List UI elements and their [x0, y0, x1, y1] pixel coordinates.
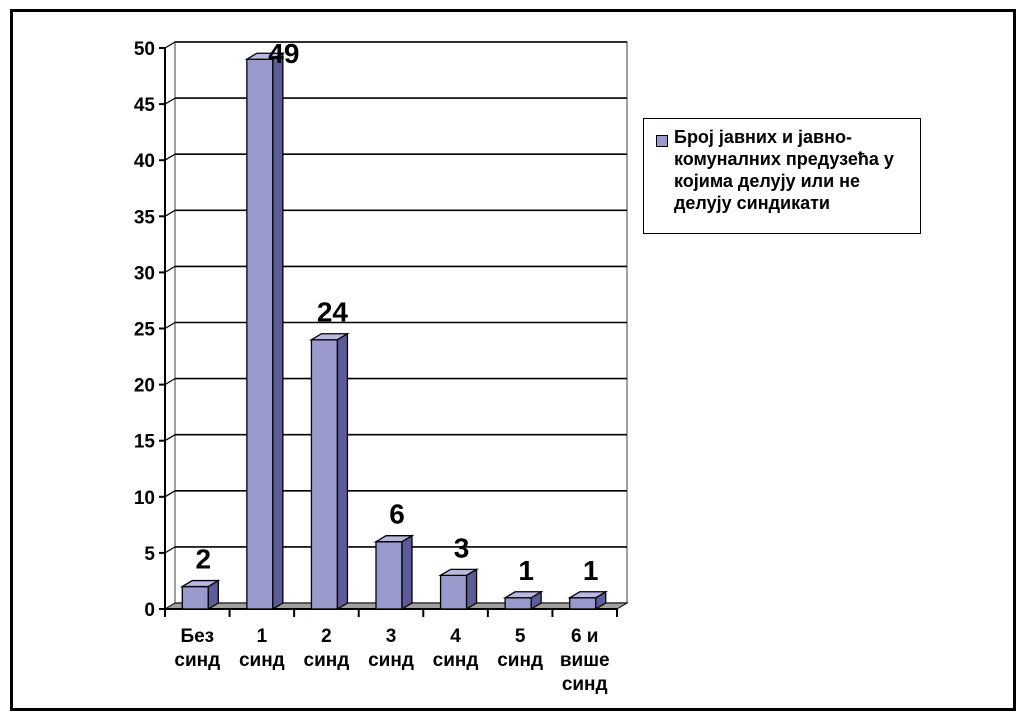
x-tick-label: 2 — [321, 626, 332, 647]
data-label: 24 — [317, 297, 349, 328]
x-tick-label: 1 — [257, 626, 268, 647]
bar-top — [309, 333, 350, 341]
gridline-side — [164, 41, 176, 49]
bar — [181, 585, 209, 610]
gridline-side — [164, 434, 176, 442]
y-tick-label: 5 — [144, 544, 155, 565]
bar-top — [179, 579, 221, 588]
y-tick-label: 20 — [134, 376, 155, 397]
x-tick-label: 4 — [450, 626, 461, 647]
legend-label: Број јавних и јавно- комуналних предузећ… — [674, 126, 918, 214]
legend-swatch — [656, 135, 668, 147]
y-tick-label: 40 — [134, 151, 155, 172]
data-label: 6 — [389, 499, 405, 530]
gridline-side — [164, 265, 176, 273]
gridline-side — [164, 546, 176, 554]
x-tick-label: 6 и — [571, 626, 599, 647]
x-tick-label: синд — [497, 650, 543, 671]
bar-top — [244, 52, 286, 60]
y-tick-label: 35 — [134, 207, 156, 228]
bar — [375, 541, 403, 610]
gridline-side — [164, 490, 176, 498]
x-tick-label: синд — [304, 650, 350, 671]
x-tick-label: синд — [433, 650, 479, 671]
bar — [569, 597, 597, 610]
y-tick-label: 0 — [144, 600, 155, 621]
legend-line: Број јавних и јавно- — [674, 127, 852, 147]
y-tick-label: 45 — [134, 95, 156, 116]
y-tick-label: 50 — [134, 39, 155, 60]
data-label: 1 — [583, 555, 599, 586]
legend-line: којима делују или не — [674, 171, 861, 191]
bar-top — [373, 535, 415, 543]
x-tick-label: синд — [562, 674, 608, 695]
y-tick-label: 10 — [134, 488, 155, 509]
x-tick-label: 5 — [515, 626, 526, 647]
x-tick-label: више — [560, 650, 610, 671]
bar — [246, 58, 274, 610]
legend-line: комуналних предузећа у — [674, 149, 894, 169]
x-tick-label: синд — [368, 650, 414, 671]
bar-side — [401, 534, 413, 611]
data-label: 2 — [195, 544, 211, 575]
bar — [310, 339, 339, 610]
y-tick-label: 15 — [134, 432, 156, 453]
legend: Број јавних и јавно- комуналних предузећ… — [643, 118, 921, 234]
gridline-side — [164, 153, 176, 161]
data-label: 49 — [268, 38, 299, 69]
bar-side — [272, 52, 284, 611]
legend-line: делују синдикати — [674, 193, 830, 213]
x-tick-label: синд — [174, 650, 220, 671]
y-tick-label: 25 — [134, 320, 156, 341]
data-label: 3 — [454, 532, 470, 563]
x-tick-label: 3 — [386, 626, 397, 647]
bar-top — [502, 591, 544, 599]
bar-top — [438, 568, 479, 576]
bar-side — [336, 332, 349, 611]
x-tick-label: Без — [180, 626, 214, 647]
gridline-side — [164, 209, 176, 217]
gridline-side — [164, 378, 176, 386]
bar-top — [567, 591, 609, 599]
bar-side — [465, 568, 478, 611]
gridline-side — [164, 97, 176, 105]
gridline-side — [164, 321, 176, 330]
bar — [439, 574, 468, 610]
data-label: 1 — [518, 555, 534, 586]
x-tick-label: синд — [239, 650, 285, 671]
bar — [504, 597, 532, 610]
y-tick-label: 30 — [134, 263, 155, 284]
